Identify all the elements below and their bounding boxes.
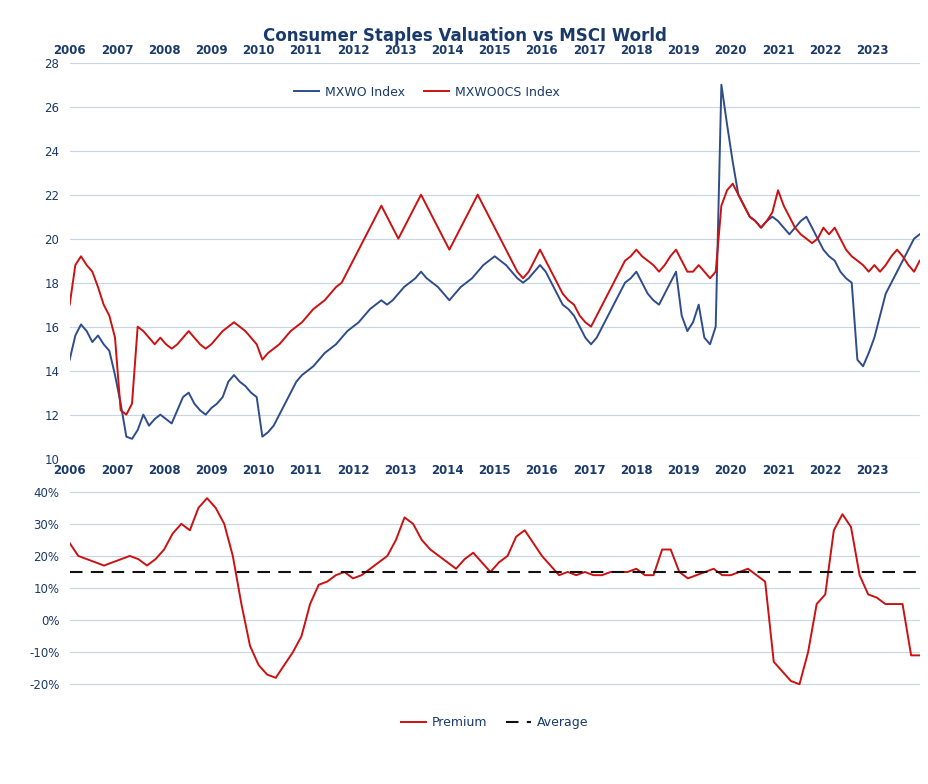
MXWO0CS Index xyxy=(664,252,676,261)
MXWO Index xyxy=(664,278,676,288)
MXWO Index xyxy=(126,434,137,444)
Premium xyxy=(793,680,805,689)
Legend: Premium, Average: Premium, Average xyxy=(395,711,593,734)
Premium xyxy=(579,568,590,577)
Premium xyxy=(64,539,75,548)
MXWO Index xyxy=(585,339,596,349)
MXWO0CS Index xyxy=(913,256,924,266)
MXWO0CS Index xyxy=(483,212,494,221)
MXWO Index xyxy=(715,80,726,89)
Line: MXWO0CS Index: MXWO0CS Index xyxy=(70,183,919,415)
Premium xyxy=(887,599,898,608)
Premium xyxy=(862,590,873,599)
Premium xyxy=(510,532,522,542)
MXWO0CS Index xyxy=(585,322,596,332)
MXWO Index xyxy=(913,230,924,239)
Legend: MXWO Index, MXWO0CS Index: MXWO Index, MXWO0CS Index xyxy=(289,81,564,103)
MXWO Index xyxy=(608,300,619,310)
Premium xyxy=(201,493,213,503)
Premium xyxy=(236,599,247,608)
Line: MXWO Index: MXWO Index xyxy=(70,85,919,439)
MXWO0CS Index xyxy=(369,212,380,221)
MXWO0CS Index xyxy=(64,300,75,310)
Premium xyxy=(913,651,924,660)
MXWO Index xyxy=(483,256,494,266)
MXWO Index xyxy=(908,234,919,243)
MXWO0CS Index xyxy=(121,410,132,419)
MXWO0CS Index xyxy=(727,179,738,188)
MXWO Index xyxy=(64,355,75,365)
Line: Premium: Premium xyxy=(70,498,919,684)
Text: Consumer Staples Valuation vs MSCI World: Consumer Staples Valuation vs MSCI World xyxy=(263,27,665,45)
MXWO Index xyxy=(369,300,380,310)
MXWO0CS Index xyxy=(908,267,919,277)
MXWO0CS Index xyxy=(608,278,619,288)
Premium xyxy=(270,673,281,683)
